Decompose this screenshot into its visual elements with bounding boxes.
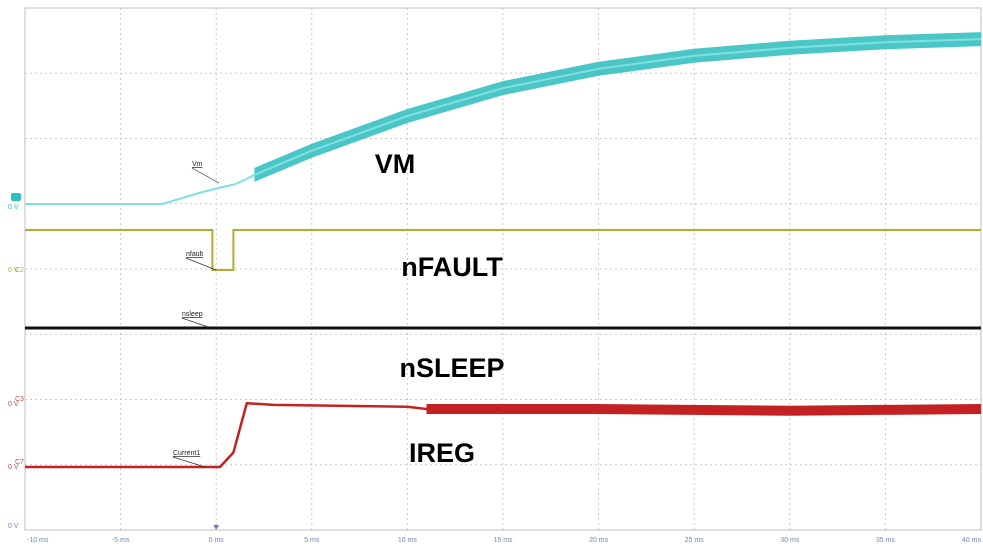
x-tick-label: 15 ms	[493, 537, 513, 544]
grid	[25, 8, 981, 530]
probe-leader-line	[185, 257, 217, 271]
x-tick-label: -10 ms	[27, 537, 49, 544]
channel-marker: 0 V	[8, 464, 19, 471]
traces	[25, 32, 982, 469]
series-label-nfault: nFAULT	[401, 252, 503, 282]
trigger-marker-icon	[213, 525, 220, 530]
channel-marker: C2	[15, 267, 24, 274]
trace-labels: VM Vm nFAULT nfault nSLEEP nsleep IREG Current1	[172, 149, 505, 468]
x-tick-label: 20 ms	[589, 537, 609, 544]
x-tick-label: -5 ms	[112, 537, 130, 544]
x-tick-label: 5 ms	[304, 537, 320, 544]
probe-label-nsleep: nsleep	[182, 311, 203, 318]
probe-label-vm: Vm	[192, 161, 203, 168]
x-tick-label: 40 ms	[962, 537, 982, 544]
x-tick-labels: -10 ms -5 ms 0 ms 5 ms 10 ms 15 ms 20 ms 25 ms 3…	[27, 537, 981, 544]
channel-marker: 0 V	[8, 204, 19, 211]
channel-marker: 0 V	[8, 523, 19, 530]
probe-leader-line	[191, 167, 220, 184]
probe-label-nfault: nfault	[186, 251, 203, 258]
nfault-trace	[25, 229, 981, 271]
x-tick-label: 25 ms	[685, 537, 705, 544]
channel-tag-icon	[11, 193, 21, 201]
vm-noise-band	[254, 32, 981, 182]
x-tick-label: 10 ms	[398, 537, 418, 544]
x-tick-label: 0 ms	[209, 537, 225, 544]
probe-label-ireg: Current1	[173, 450, 200, 457]
ireg-trace	[25, 401, 982, 469]
channel-marker: C3	[15, 396, 24, 403]
channel-marker: C7	[15, 459, 24, 466]
probe-leader-line	[181, 317, 209, 328]
x-tick-label: 30 ms	[780, 537, 800, 544]
series-label-ireg: IREG	[409, 438, 475, 468]
vm-trace	[25, 38, 982, 205]
channel-marker: 0 V	[8, 401, 19, 408]
channel-marker: 0 V	[8, 267, 19, 274]
series-label-nsleep: nSLEEP	[399, 353, 504, 383]
x-tick-label: 35 ms	[876, 537, 896, 544]
series-label-vm: VM	[375, 149, 416, 179]
probe-leader-line	[172, 456, 206, 468]
